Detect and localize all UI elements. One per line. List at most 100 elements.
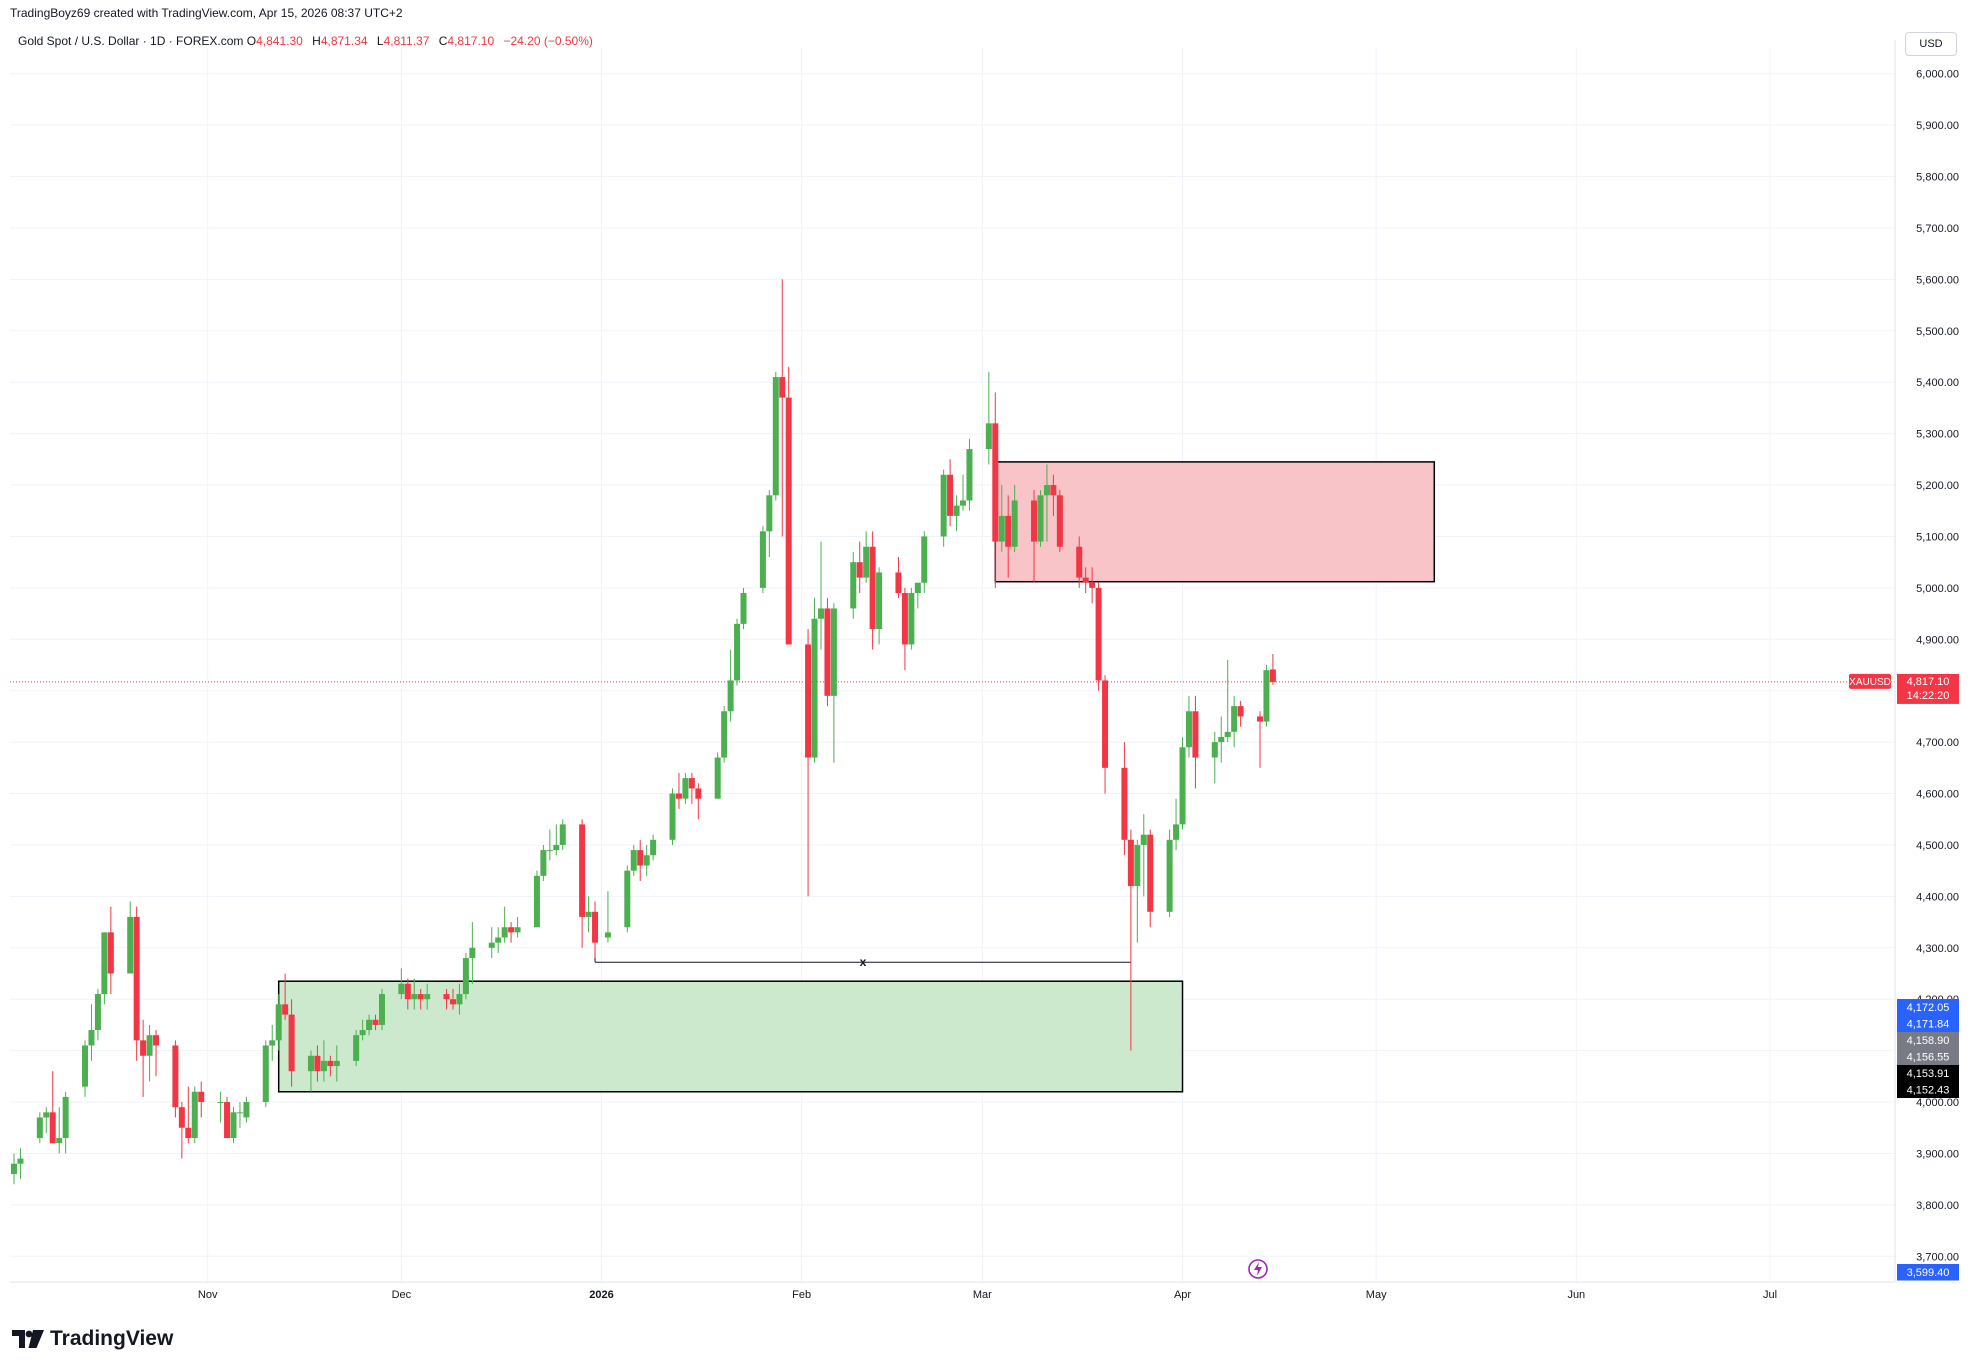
y-tick-label: 5,800.00: [1916, 172, 1959, 184]
candle-body: [146, 1035, 153, 1056]
candle-body: [417, 994, 424, 1000]
candle-body: [553, 844, 560, 851]
candle-body: [766, 495, 773, 532]
candle-body: [1237, 706, 1244, 717]
candle-body: [1192, 711, 1199, 758]
bolt-glyph: [1254, 1262, 1262, 1276]
y-tick-label: 5,700.00: [1916, 223, 1959, 235]
candle-body: [805, 644, 812, 758]
axis-price-label-bg: [1897, 1065, 1959, 1082]
axis-price-label: 4,153.91: [1907, 1068, 1950, 1080]
candle-body: [327, 1060, 334, 1067]
candle-body: [469, 947, 476, 959]
candle-body: [624, 870, 631, 928]
y-tick-label: 5,500.00: [1916, 326, 1959, 338]
candle-body: [17, 1158, 24, 1164]
close-key: C: [438, 34, 448, 48]
candle-body: [1005, 515, 1012, 547]
candle-body: [398, 983, 405, 995]
candle-body: [1147, 834, 1154, 912]
x-tick-label: Jun: [1567, 1289, 1585, 1301]
candle-body: [443, 994, 450, 1000]
currency-button[interactable]: USD: [1905, 32, 1957, 56]
candle-body: [82, 1045, 89, 1087]
candle-body: [811, 618, 818, 758]
candle-body: [876, 572, 883, 630]
bolt-circle: [1248, 1259, 1268, 1279]
candle-body: [320, 1060, 327, 1072]
candle-body: [508, 927, 515, 933]
y-tick-label: 4,900.00: [1916, 634, 1959, 646]
axis-price-label: 4,156.55: [1907, 1052, 1950, 1064]
candle-body: [1121, 767, 1128, 840]
candle-body: [604, 932, 611, 938]
candle-body: [992, 423, 999, 542]
candle-body: [772, 377, 779, 496]
candle-body: [1011, 500, 1018, 547]
candle-body: [56, 1138, 63, 1144]
candle-body: [62, 1096, 69, 1139]
countdown-label: 14:22:20: [1907, 690, 1950, 702]
candle-body: [592, 911, 599, 943]
symbol-name[interactable]: Gold Spot / U.S. Dollar · 1D · FOREX.com: [18, 34, 244, 48]
candle-body: [856, 562, 863, 578]
candle-body: [101, 932, 108, 995]
y-tick-label: 3,700.00: [1916, 1251, 1959, 1263]
x-tick-label: Nov: [198, 1289, 218, 1301]
candle-body: [217, 1102, 224, 1104]
candle-body: [650, 839, 657, 856]
candle-body: [1140, 834, 1147, 845]
candle-body: [1050, 485, 1057, 496]
candle-body: [1089, 582, 1096, 588]
replay-bolt-icon: [1248, 1259, 1268, 1279]
x-tick-label: Dec: [392, 1289, 412, 1301]
candle-body: [107, 932, 114, 974]
candle-body: [49, 1112, 56, 1144]
candle-body: [921, 536, 928, 583]
x-tick-label: Jul: [1763, 1289, 1777, 1301]
y-tick-label: 3,800.00: [1916, 1200, 1959, 1212]
candle-body: [1102, 680, 1109, 768]
y-tick-label: 5,300.00: [1916, 429, 1959, 441]
candle-body: [462, 958, 469, 995]
chart-zones: [277, 461, 1436, 1093]
candle-body: [1211, 742, 1218, 758]
candles: [11, 279, 1276, 1185]
axis-price-label: 4,152.43: [1907, 1085, 1950, 1097]
candle-body: [198, 1091, 205, 1103]
symbol-ohlc-row: Gold Spot / U.S. Dollar · 1D · FOREX.com…: [18, 34, 599, 48]
candle-body: [269, 1040, 276, 1046]
candle-body: [1095, 587, 1102, 681]
candle-body: [172, 1045, 179, 1108]
y-tick-label: 4,400.00: [1916, 891, 1959, 903]
candle-body: [863, 546, 870, 578]
candle-body: [314, 1055, 321, 1072]
candle-body: [785, 397, 792, 645]
y-tick-label: 4,000.00: [1916, 1097, 1959, 1109]
x-tick-label: 2026: [589, 1289, 613, 1301]
candle-body: [1127, 839, 1134, 887]
candle-body: [1269, 669, 1276, 682]
candle-body: [359, 1030, 366, 1036]
y-tick-label: 3,900.00: [1916, 1148, 1959, 1160]
axis-price-label-bg: [1897, 1081, 1959, 1098]
candle-body: [495, 937, 502, 943]
candle-body: [1082, 577, 1089, 583]
candle-body: [127, 916, 134, 974]
candle-body: [94, 994, 101, 1031]
candle-body: [630, 850, 637, 871]
candle-body: [637, 850, 644, 866]
candle-body: [1231, 706, 1238, 732]
chart-credit: TradingBoyz69 created with TradingView.c…: [10, 6, 403, 20]
candle-body: [714, 757, 721, 799]
candle-body: [1218, 736, 1225, 743]
candle-body: [378, 994, 385, 1025]
axis-price-label-bg: [1897, 1264, 1959, 1281]
candle-body: [540, 850, 547, 876]
tradingview-logo[interactable]: TradingView: [12, 1326, 173, 1352]
candle-body: [501, 927, 508, 938]
candle-body: [411, 994, 418, 1000]
candle-body: [1185, 711, 1192, 748]
candle-body: [869, 546, 876, 630]
